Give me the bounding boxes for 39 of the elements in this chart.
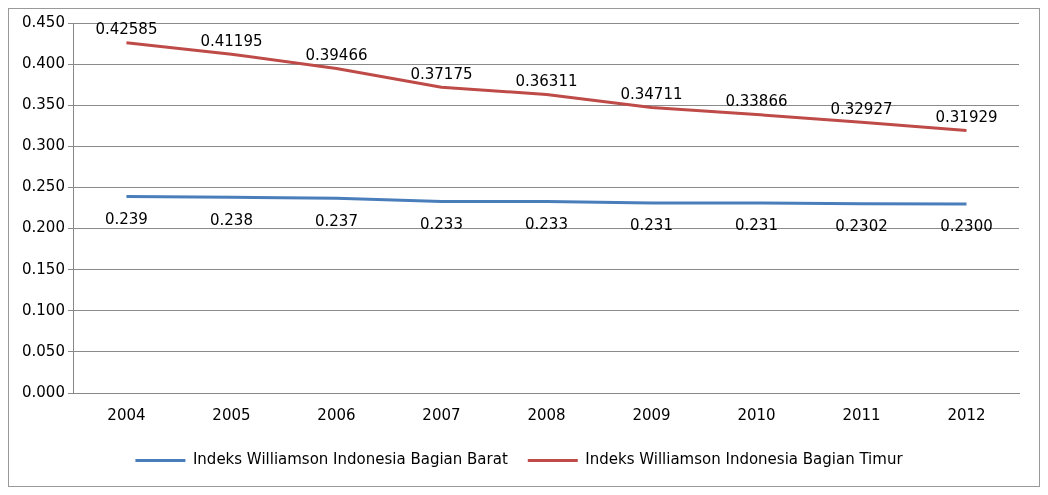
- data-label: 0.34711: [620, 84, 683, 103]
- data-label: 0.231: [630, 216, 673, 235]
- data-label: 0.239: [104, 209, 148, 228]
- data-label: 0.36311: [515, 71, 578, 90]
- data-label: 0.31929: [935, 107, 998, 126]
- data-label: 0.33866: [725, 91, 788, 110]
- data-label: 0.39466: [305, 45, 368, 64]
- legend-label: Indeks Williamson Indonesia Bagian Barat: [192, 450, 508, 469]
- data-label: 0.32927: [830, 99, 893, 118]
- y-tick-label: 0.050: [21, 341, 65, 360]
- data-label: 0.42585: [95, 20, 158, 39]
- x-tick-label: 2008: [527, 405, 566, 424]
- data-label: 0.231: [735, 216, 778, 235]
- x-tick-label: 2005: [212, 405, 251, 424]
- x-tick-label: 2010: [737, 405, 776, 424]
- data-label: 0.2300: [940, 217, 993, 236]
- y-tick-label: 0.350: [21, 95, 65, 114]
- data-label: 0.238: [209, 210, 253, 229]
- data-label: 0.233: [524, 214, 568, 233]
- y-tick-label: 0.400: [21, 54, 65, 72]
- x-tick-label: 2011: [842, 405, 881, 424]
- x-tick-label: 2006: [317, 405, 356, 424]
- data-label: 0.41195: [200, 31, 263, 50]
- legend-label: Indeks Williamson Indonesia Bagian Timur: [585, 450, 904, 469]
- x-tick-label: 2012: [947, 405, 986, 424]
- data-label: 0.2302: [835, 217, 888, 236]
- y-tick-label: 0.000: [21, 382, 65, 401]
- data-label: 0.237: [314, 211, 358, 230]
- x-tick-label: 2004: [107, 405, 146, 424]
- y-tick-label: 0.100: [21, 300, 65, 319]
- y-tick-label: 0.450: [21, 12, 65, 31]
- data-label: 0.37175: [410, 64, 473, 83]
- y-tick-label: 0.150: [21, 259, 65, 278]
- x-tick-label: 2007: [422, 405, 461, 424]
- x-tick-label: 2009: [632, 405, 671, 424]
- y-tick-label: 0.250: [21, 177, 65, 196]
- y-tick-label: 0.200: [21, 218, 65, 237]
- y-tick-label: 0.300: [21, 136, 65, 155]
- data-label: 0.233: [419, 214, 463, 233]
